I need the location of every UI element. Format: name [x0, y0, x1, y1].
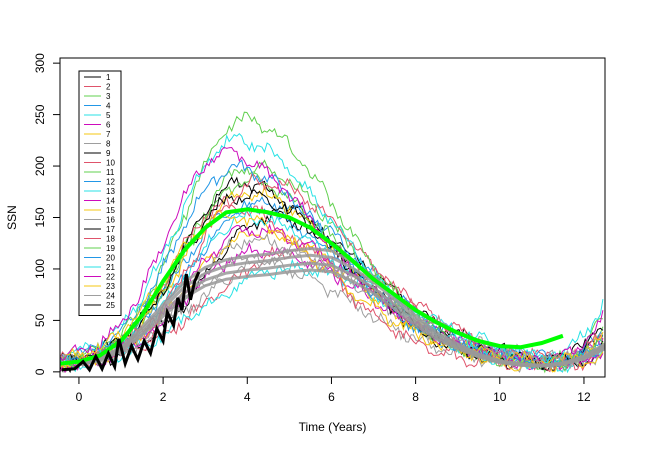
- cycle-25-line: [61, 271, 201, 373]
- x-tick-label: 10: [493, 390, 507, 404]
- legend-label-6: 6: [106, 121, 111, 130]
- y-tick-label: 200: [33, 156, 47, 176]
- cycle-24-line: [60, 248, 604, 368]
- y-tick-label: 0: [33, 368, 47, 375]
- y-axis: 0 50 100 150 200 250 300: [33, 53, 61, 375]
- legend-label-21: 21: [106, 263, 115, 272]
- cycle-19-line: [60, 111, 604, 372]
- cycle-21-line: [60, 132, 604, 366]
- y-tick-label: 250: [33, 104, 47, 124]
- x-tick-label: 4: [244, 390, 251, 404]
- legend-label-13: 13: [106, 187, 115, 196]
- legend-label-25: 25: [106, 301, 115, 310]
- legend-label-8: 8: [106, 140, 111, 149]
- legend-label-9: 9: [106, 149, 111, 158]
- legend-label-10: 10: [106, 159, 115, 168]
- x-tick-label: 2: [160, 390, 167, 404]
- legend-box: [78, 70, 122, 316]
- grey-band-line-3: [78, 246, 605, 367]
- legend-label-17: 17: [106, 225, 115, 234]
- legend-label-2: 2: [106, 83, 111, 92]
- x-tick-label: 6: [328, 390, 335, 404]
- x-axis: 0 2 4 6 8 10 12: [76, 376, 591, 404]
- x-tick-label: 8: [412, 390, 419, 404]
- cycle-15-line: [60, 184, 604, 373]
- legend-label-1: 1: [106, 73, 111, 82]
- legend-label-4: 4: [106, 102, 111, 111]
- legend: 1234567891011121314151617181920212223242…: [78, 70, 122, 316]
- x-tick-label: 12: [577, 390, 591, 404]
- cycle-14-line: [60, 223, 604, 374]
- legend-label-19: 19: [106, 244, 115, 253]
- legend-label-23: 23: [106, 282, 115, 291]
- legend-label-7: 7: [106, 130, 111, 139]
- legend-label-16: 16: [106, 216, 115, 225]
- y-tick-label: 50: [33, 313, 47, 327]
- legend-label-18: 18: [106, 235, 115, 244]
- legend-label-5: 5: [106, 111, 111, 120]
- legend-label-20: 20: [106, 254, 115, 263]
- data-layer: [60, 111, 605, 374]
- legend-label-14: 14: [106, 197, 115, 206]
- legend-label-3: 3: [106, 92, 111, 101]
- cycle-9-line: [60, 176, 604, 372]
- legend-label-12: 12: [106, 178, 115, 187]
- legend-label-24: 24: [106, 292, 115, 301]
- y-axis-label: SSN: [5, 205, 19, 230]
- x-tick-label: 0: [76, 390, 83, 404]
- y-tick-label: 300: [33, 53, 47, 73]
- y-tick-label: 100: [33, 259, 47, 279]
- x-axis-label: Time (Years): [299, 420, 367, 434]
- y-tick-label: 150: [33, 207, 47, 227]
- legend-label-22: 22: [106, 273, 115, 282]
- average-cycle-line: [60, 207, 564, 366]
- legend-label-15: 15: [106, 206, 115, 215]
- legend-label-11: 11: [106, 168, 115, 177]
